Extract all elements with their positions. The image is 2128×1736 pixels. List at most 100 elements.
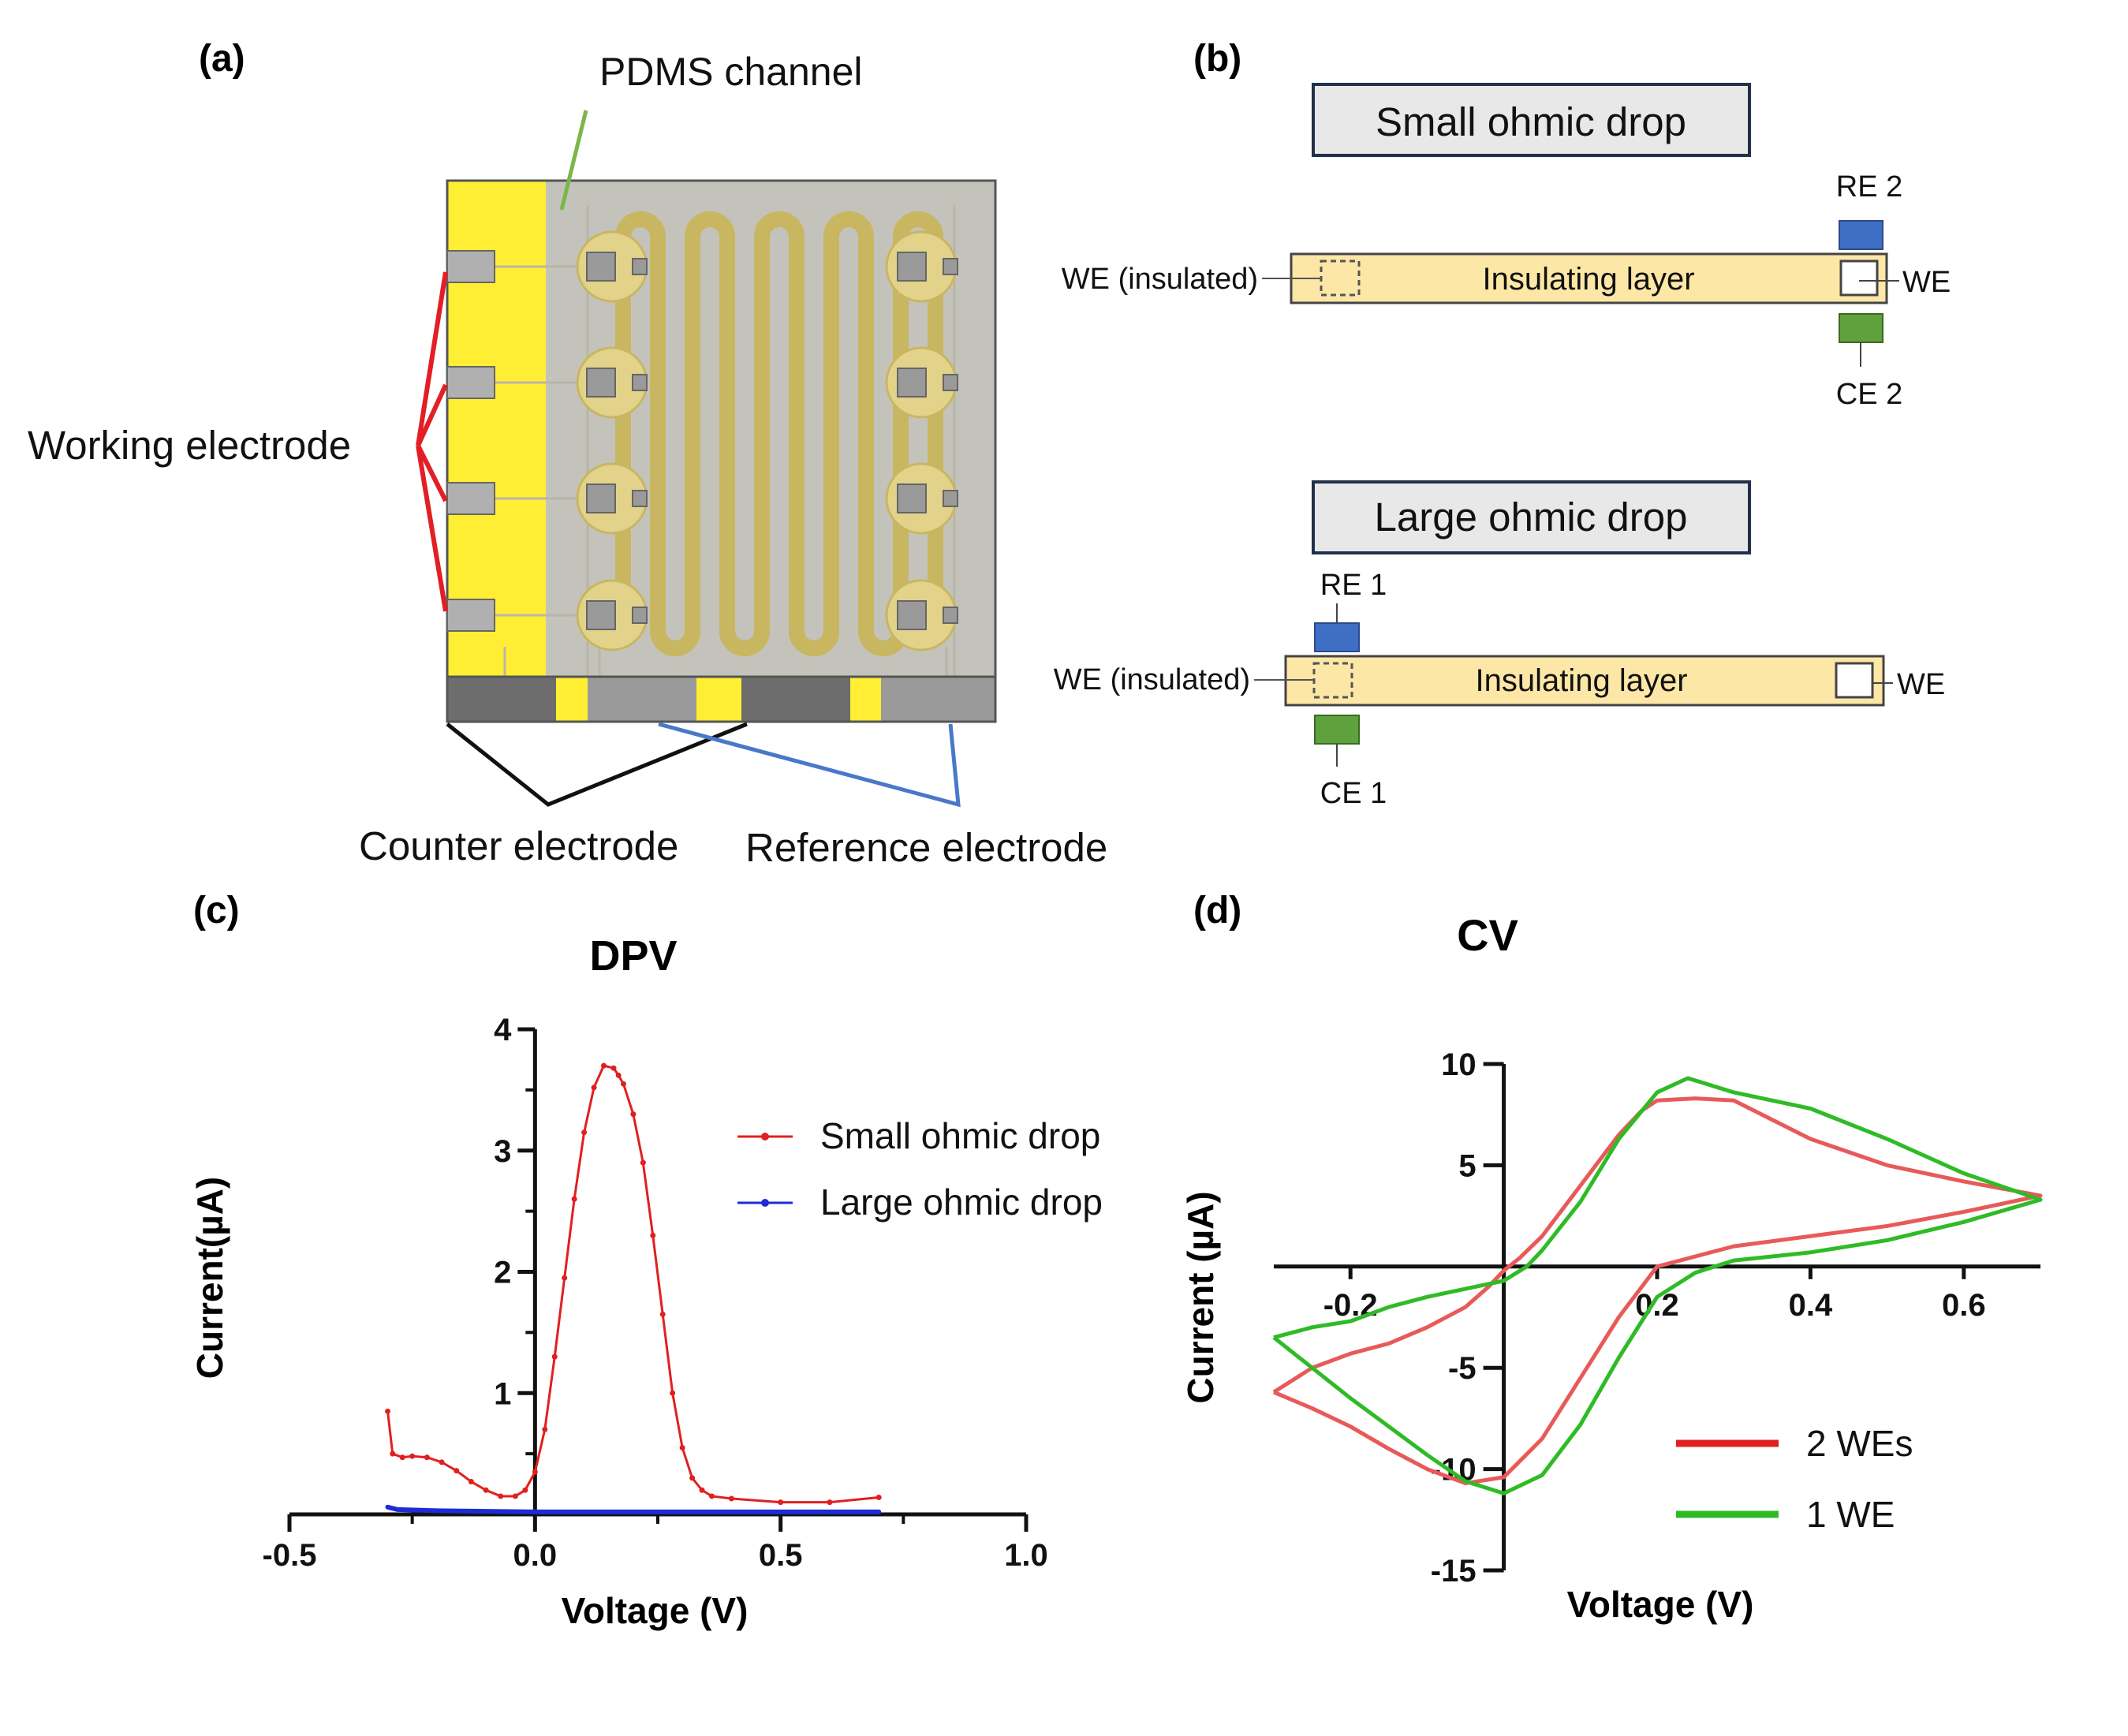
dpv-data-point — [650, 1232, 656, 1238]
dpv-data-point — [512, 1493, 518, 1499]
dpv-data-point — [454, 1468, 460, 1474]
dpv-x-tick-label: -0.5 — [263, 1538, 317, 1573]
dpv-data-point — [439, 1459, 445, 1465]
serpentine-channel — [576, 219, 958, 650]
reference-leader — [658, 722, 961, 808]
dpv-data-point — [591, 1085, 597, 1091]
dpv-data-point — [571, 1196, 577, 1202]
ce2-block — [1839, 313, 1883, 343]
insulating-layer — [1284, 655, 1885, 707]
panel-b-label: (b) — [1193, 38, 1241, 80]
dpv-data-point — [708, 1493, 715, 1499]
dpv-data-point — [827, 1499, 833, 1506]
dpv-chart: DPV Voltage (V) Current(µA) Small ohmic … — [189, 932, 1103, 1631]
dpv-data-point — [468, 1478, 474, 1484]
dpv-x-tick-label: 1.0 — [1004, 1538, 1048, 1573]
small-ohmic-title-box — [1312, 83, 1751, 157]
legend-label-1we: 1 WE — [1806, 1494, 1895, 1535]
cv-series-line — [1272, 1076, 2043, 1495]
working-electrode-label: Working electrode — [28, 423, 351, 468]
dpv-data-point — [394, 1506, 400, 1512]
cv-y-tick-label: 10 — [1441, 1047, 1477, 1082]
dpv-data-point — [385, 1408, 391, 1414]
dpv-data-point — [659, 1311, 666, 1317]
cv-y-tick-label: -15 — [1431, 1554, 1477, 1589]
dpv-data-point — [542, 1426, 548, 1432]
we-box — [1835, 662, 1874, 699]
cv-series-line — [1272, 1096, 2043, 1486]
dpv-data-point — [679, 1444, 685, 1450]
dpv-data-point — [876, 1509, 882, 1514]
working-electrode-pads — [446, 250, 495, 632]
dpv-data-point — [601, 1062, 607, 1069]
counter-electrode-label: Counter electrode — [359, 823, 678, 868]
dpv-data-point — [581, 1129, 588, 1136]
legend-marker-small — [761, 1133, 769, 1141]
dpv-data-point — [385, 1504, 390, 1510]
dpv-data-point — [551, 1353, 558, 1360]
chip-diagram — [446, 179, 997, 723]
ce1-block — [1314, 715, 1360, 745]
yellow-contact — [696, 677, 741, 722]
re2-block — [1839, 220, 1883, 250]
we-label: WE — [1902, 266, 1951, 299]
dpv-x-tick-label: 0.5 — [759, 1538, 803, 1573]
dpv-data-point — [778, 1499, 784, 1506]
yellow-contact — [850, 677, 881, 722]
insulating-layer-label: Insulating layer — [1482, 262, 1694, 297]
dpv-series-line — [386, 1504, 879, 1514]
dpv-data-point — [670, 1390, 676, 1396]
dpv-data-point — [699, 1487, 705, 1493]
cv-y-tick-label: -5 — [1448, 1351, 1477, 1386]
dpv-data-point — [610, 1065, 617, 1071]
dpv-series-line — [386, 1064, 879, 1504]
counter-leader — [446, 722, 748, 807]
dpv-data-point — [390, 1450, 396, 1457]
cv-x-label: Voltage (V) — [1567, 1584, 1754, 1625]
panel-d-label: (d) — [1193, 890, 1241, 931]
dpv-data-point — [424, 1454, 430, 1461]
large-ohmic-title: Large ohmic drop — [1375, 495, 1688, 539]
we-box — [1839, 259, 1879, 297]
reference-electrode-label: Reference electrode — [745, 825, 1107, 870]
cv-chart: CV Voltage (V) Current (µA) 2 WEs 1 WE -… — [1180, 910, 2043, 1625]
yellow-contact — [556, 677, 588, 722]
cv-y-label: Current (µA) — [1180, 1191, 1221, 1403]
working-electrode-leaders — [416, 271, 448, 612]
cv-title: CV — [1457, 910, 1518, 960]
small-ohmic-schematic: Small ohmic drop Insulating layer WE (in… — [1062, 83, 1951, 411]
we-insulated-label: WE (insulated) — [1062, 263, 1258, 296]
dpv-data-point — [680, 1509, 685, 1514]
dpv-title: DPV — [589, 932, 677, 980]
dpv-data-point — [620, 1081, 626, 1087]
panel-a-label: (a) — [199, 38, 245, 80]
re1-label: RE 1 — [1320, 569, 1387, 602]
ce1-label: CE 1 — [1320, 777, 1387, 810]
large-ohmic-title-box — [1312, 480, 1751, 554]
legend-label-large: Large ohmic drop — [820, 1182, 1103, 1223]
chamber-electrodes — [586, 252, 958, 630]
we-label: WE — [1897, 668, 1945, 701]
dpv-data-point — [483, 1487, 489, 1493]
dpv-data-point — [434, 1508, 439, 1514]
dpv-legend: Small ohmic drop Large ohmic drop — [737, 1115, 1103, 1223]
dpv-y-tick-label: 2 — [494, 1256, 511, 1290]
dpv-data-point — [498, 1493, 504, 1499]
dpv-data-point — [399, 1454, 405, 1461]
ce2-label: CE 2 — [1836, 378, 1902, 411]
cv-y-tick-label: 5 — [1458, 1148, 1476, 1183]
large-ohmic-schematic: Large ohmic drop Insulating layer WE (in… — [1054, 480, 1945, 810]
re1-block — [1314, 622, 1360, 652]
legend-label-2we: 2 WEs — [1806, 1423, 1913, 1464]
dpv-y-tick-label: 4 — [494, 1013, 512, 1047]
dpv-data-point — [875, 1494, 882, 1500]
dpv-x-tick-label: 0.0 — [513, 1538, 558, 1573]
dpv-data-point — [615, 1072, 622, 1078]
dpv-data-point — [522, 1487, 528, 1493]
panel-c-label: (c) — [193, 890, 240, 931]
we-insulated-label: WE (insulated) — [1054, 663, 1250, 696]
legend-label-small: Small ohmic drop — [820, 1115, 1100, 1156]
legend-marker-large — [761, 1199, 769, 1207]
dpv-data-point — [562, 1275, 568, 1281]
dpv-data-point — [778, 1509, 783, 1514]
